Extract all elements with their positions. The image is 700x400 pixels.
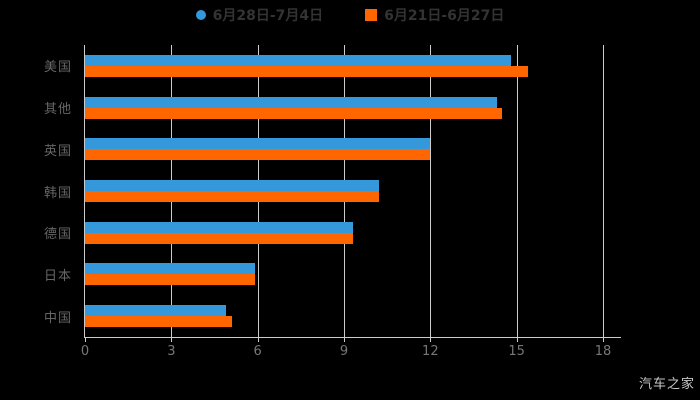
bar [85, 138, 431, 150]
x-tick-label: 6 [253, 344, 262, 359]
bar [85, 96, 497, 108]
legend-item-week1[interactable]: 6月21日-6月27日 [365, 5, 504, 25]
legend-circle-marker-icon [195, 10, 206, 20]
bar-row [85, 45, 621, 87]
y-label-6: 日本 [43, 268, 72, 284]
x-tick-label: 9 [339, 344, 349, 359]
bar [85, 191, 379, 203]
y-label-7: 中国 [43, 310, 72, 326]
y-label-1: 美国 [43, 60, 72, 76]
plot-area: 0 3 6 9 12 15 18 [81, 45, 621, 359]
bar-row [85, 128, 621, 170]
y-label-5: 德国 [43, 227, 72, 243]
x-tick-label: 0 [80, 344, 90, 359]
bar [85, 232, 353, 244]
axis-tick [171, 337, 173, 342]
x-tick-label: 15 [508, 344, 525, 359]
x-tick-label: 3 [167, 344, 176, 359]
legend-item-week2[interactable]: 6月28日-7月4日 [195, 5, 324, 25]
bar [85, 221, 353, 233]
axis-tick [603, 337, 604, 342]
axis-tick [516, 337, 518, 342]
watermark: 汽车之家 [638, 377, 695, 392]
bar [85, 316, 232, 328]
bar [85, 180, 379, 192]
legend-label-week2: 6月28日-7月4日 [212, 8, 324, 24]
bar [85, 107, 503, 119]
axis-tick [257, 337, 259, 342]
gridline [603, 45, 604, 337]
y-label-4: 韩国 [43, 185, 72, 201]
gridline [430, 45, 432, 337]
axis-tick [430, 337, 432, 342]
axis-tick [85, 337, 86, 342]
bar-row [85, 254, 621, 296]
bar [85, 305, 226, 317]
chart-legend: 6月28日-7月4日 6月21日-6月27日 [0, 5, 700, 25]
axis-tick [344, 337, 345, 342]
x-tick-label: 12 [422, 344, 439, 359]
bar [85, 54, 511, 66]
y-label-2: 其他 [43, 102, 72, 118]
bar-rows [85, 45, 621, 337]
bar-row [85, 212, 621, 254]
bar-row [85, 295, 621, 337]
bar [85, 263, 255, 275]
bar [85, 65, 529, 77]
bar [85, 149, 431, 161]
y-label-3: 英国 [43, 143, 72, 159]
bar [85, 274, 255, 286]
y-axis-category-labels: 美国其他英国韩国德国日本中国 [0, 45, 76, 337]
bar-row [85, 87, 621, 129]
legend-square-marker-icon [365, 9, 378, 21]
x-tick-label: 18 [594, 344, 612, 359]
bar-row [85, 170, 621, 212]
legend-label-week1: 6月21日-6月27日 [384, 8, 505, 24]
gridline [516, 45, 518, 337]
